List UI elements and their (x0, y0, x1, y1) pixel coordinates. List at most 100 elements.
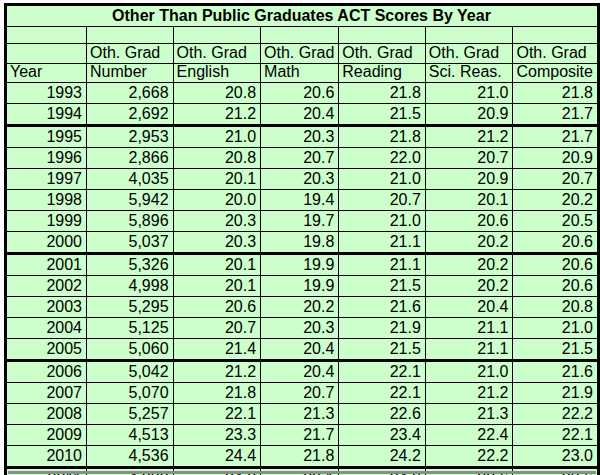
cell-math: 20.4 (261, 103, 339, 125)
cell-sci-reas: 20.2 (425, 253, 513, 275)
header-row-names: Year Number English Math Reading Sci. Re… (6, 64, 599, 83)
header-reading: Reading (339, 64, 426, 83)
table-row: 20104,53624.421.824.222.223.0 (6, 445, 599, 467)
cell-composite: 20.8 (513, 296, 599, 317)
cell-composite: 20.6 (513, 231, 599, 253)
cell-english: 23.3 (173, 424, 260, 445)
cell-year: 1994 (6, 103, 87, 125)
header-year: Year (6, 64, 87, 83)
cell-sci-reas: 20.6 (425, 210, 513, 231)
table-row: 20055,06021.420.421.521.121.5 (6, 338, 599, 360)
table-row: 19995,89620.319.721.020.620.5 (6, 210, 599, 231)
cell-number: 5,037 (87, 231, 174, 253)
table-row: 19932,66820.820.621.821.021.8 (6, 82, 599, 103)
cell-reading: 21.1 (339, 231, 426, 253)
cell-year: 1999 (6, 210, 87, 231)
cell-reading: 21.8 (339, 82, 426, 103)
table-row: 20015,32620.119.921.120.220.6 (6, 253, 599, 275)
cell-math: 19.9 (261, 275, 339, 296)
cell-math: 20.3 (261, 168, 339, 189)
cell-reading: 21.8 (339, 125, 426, 147)
cell-year: 2009 (6, 424, 87, 445)
header-number: Number (87, 64, 174, 83)
cell-sci-reas: 21.1 (425, 317, 513, 338)
cell-composite: 21.9 (513, 382, 599, 403)
cell-english: 20.1 (173, 275, 260, 296)
cell-number: 5,060 (87, 338, 174, 360)
cell-math: 20.6 (261, 82, 339, 103)
cell-year: 2004 (6, 317, 87, 338)
cell-english: 20.1 (173, 253, 260, 275)
cell-sci-reas: 20.4 (425, 296, 513, 317)
header-sci-reas: Sci. Reas. (425, 64, 513, 83)
header-english: English (173, 64, 260, 83)
cell-composite: 21.8 (513, 82, 599, 103)
cell-english: 22.1 (173, 403, 260, 424)
title-row: Other Than Public Graduates ACT Scores B… (6, 5, 599, 27)
cell-sci-reas: 20.2 (425, 231, 513, 253)
table-row: 20035,29520.620.221.620.420.8 (6, 296, 599, 317)
cell-number: 5,326 (87, 253, 174, 275)
cell-math: 20.3 (261, 317, 339, 338)
cell-number: 4,536 (87, 445, 174, 467)
cell-english: 20.8 (173, 147, 260, 168)
cell-composite: 20.2 (513, 189, 599, 210)
table-row: 20065,04221.220.422.121.021.6 (6, 360, 599, 382)
cell-year: 2001 (6, 253, 87, 275)
cell-sci-reas: 21.2 (425, 125, 513, 147)
cell-number: 5,896 (87, 210, 174, 231)
table-row: 20024,99820.119.921.520.220.6 (6, 275, 599, 296)
cell-reading: 21.6 (339, 296, 426, 317)
table-row: 19985,94220.019.420.720.120.2 (6, 189, 599, 210)
cell-math: 19.9 (261, 253, 339, 275)
cell-composite: 21.7 (513, 103, 599, 125)
cell-year: 1997 (6, 168, 87, 189)
cell-composite: 21.0 (513, 317, 599, 338)
cell-number: 2,866 (87, 147, 174, 168)
spacer-cell (6, 27, 87, 44)
cell-english: 20.0 (173, 189, 260, 210)
table-row: 19962,86620.820.722.020.720.9 (6, 147, 599, 168)
cell-sci-reas: 22.4 (425, 424, 513, 445)
header-composite: Composite (513, 64, 599, 83)
cell-reading: 21.1 (339, 253, 426, 275)
cell-sci-reas: 20.7 (425, 147, 513, 168)
spacer-cell (425, 27, 513, 44)
spacer-row (6, 27, 599, 44)
cell-composite: 20.9 (513, 147, 599, 168)
cell-english: 21.2 (173, 103, 260, 125)
spacer-cell (339, 27, 426, 44)
header-number-group: Oth. Grad (87, 44, 174, 64)
cell-composite: 22.1 (513, 424, 599, 445)
cell-number: 5,295 (87, 296, 174, 317)
cell-reading: 21.9 (339, 317, 426, 338)
cell-composite: 20.6 (513, 253, 599, 275)
cell-english: 20.1 (173, 168, 260, 189)
cell-math: 20.3 (261, 125, 339, 147)
cell-reading: 22.0 (339, 147, 426, 168)
cell-sci-reas: 21.2 (425, 382, 513, 403)
cell-reading: 23.4 (339, 424, 426, 445)
act-scores-table: Other Than Public Graduates ACT Scores B… (4, 3, 600, 475)
cell-math: 21.7 (261, 424, 339, 445)
cell-english: 20.8 (173, 82, 260, 103)
cell-year: 1996 (6, 147, 87, 168)
cell-number: 4,035 (87, 168, 174, 189)
cell-math: 20.4 (261, 338, 339, 360)
cell-year: 2003 (6, 296, 87, 317)
cell-reading: 22.1 (339, 360, 426, 382)
cell-math: 20.7 (261, 147, 339, 168)
cell-reading: 22.1 (339, 382, 426, 403)
page-title: Other Than Public Graduates ACT Scores B… (6, 5, 599, 27)
cell-math: 21.3 (261, 403, 339, 424)
cell-sci-reas: 20.1 (425, 189, 513, 210)
cell-sci-reas: 21.3 (425, 403, 513, 424)
cell-english: 21.2 (173, 360, 260, 382)
cell-number: 5,070 (87, 382, 174, 403)
cell-year: 1995 (6, 125, 87, 147)
cell-english: 21.8 (173, 382, 260, 403)
cell-reading: 21.0 (339, 210, 426, 231)
cell-english: 20.7 (173, 317, 260, 338)
spacer-cell (173, 27, 260, 44)
window-bottom-edge (8, 471, 596, 474)
